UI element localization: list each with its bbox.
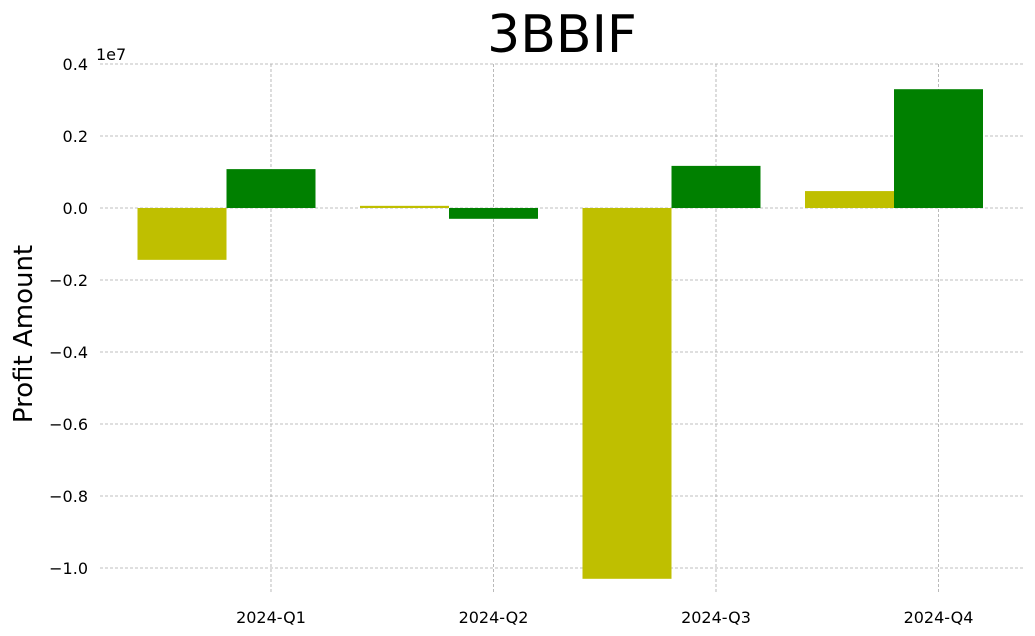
bar bbox=[226, 169, 316, 208]
y-axis-label: Profit Amount bbox=[9, 245, 39, 423]
bar bbox=[449, 208, 538, 219]
chart-title: 3BBIF bbox=[487, 5, 637, 65]
y-tick-label: 0.4 bbox=[63, 55, 88, 74]
y-offset-label: 1e7 bbox=[96, 45, 126, 64]
x-tick-label: 2024-Q3 bbox=[681, 608, 751, 627]
bar bbox=[805, 191, 894, 208]
y-tick-label: −0.8 bbox=[49, 487, 88, 506]
y-tick-label: 0.0 bbox=[63, 199, 88, 218]
y-tick-label: 0.2 bbox=[63, 127, 88, 146]
y-tick-label: −0.4 bbox=[49, 343, 88, 362]
x-tick-label: 2024-Q4 bbox=[904, 608, 974, 627]
bar bbox=[671, 165, 761, 208]
bar bbox=[137, 208, 227, 260]
bar bbox=[582, 208, 672, 579]
y-tick-label: −1.0 bbox=[49, 559, 88, 578]
y-tick-label: −0.6 bbox=[49, 415, 88, 434]
y-tick-label: −0.2 bbox=[49, 271, 88, 290]
x-tick-label: 2024-Q2 bbox=[459, 608, 529, 627]
bar bbox=[894, 89, 983, 208]
bar bbox=[360, 205, 449, 208]
x-tick-label: 2024-Q1 bbox=[236, 608, 306, 627]
